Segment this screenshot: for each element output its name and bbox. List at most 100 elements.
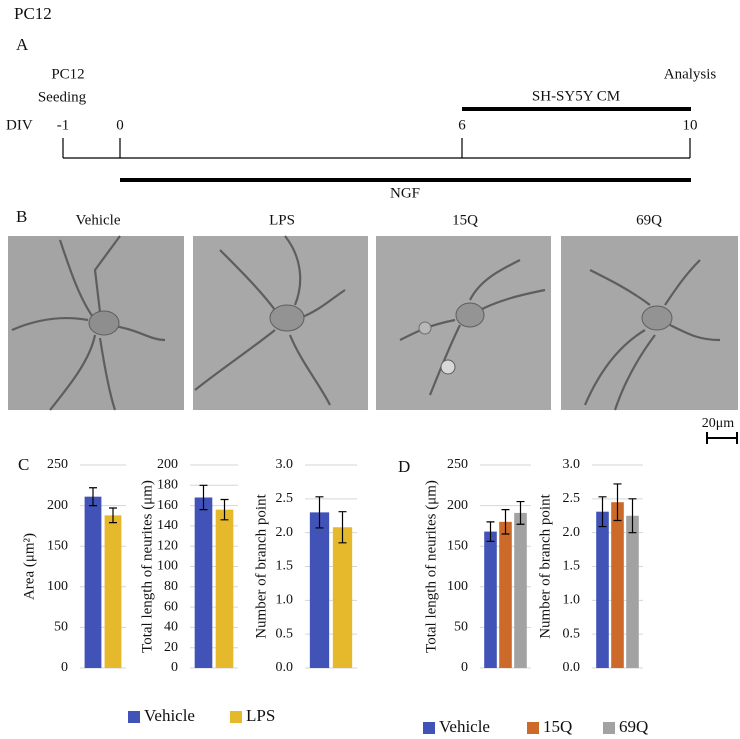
y-tick-label: 200 xyxy=(157,457,178,472)
condition-label: LPS xyxy=(269,212,295,228)
micrograph xyxy=(376,236,551,410)
y-axis-label: Total length of neurites (μm) xyxy=(139,480,155,653)
y-tick-label: 3.0 xyxy=(563,457,581,472)
y-tick-label: 50 xyxy=(54,620,68,635)
error-bar xyxy=(486,521,495,542)
condition-label: 15Q xyxy=(452,212,478,228)
error-bar xyxy=(501,509,510,535)
y-tick-label: 2.0 xyxy=(563,525,581,540)
legend-label: Vehicle xyxy=(144,706,195,725)
day-label: -1 xyxy=(57,117,70,133)
error-bar xyxy=(628,498,637,534)
legend-swatch xyxy=(128,711,140,723)
micrograph xyxy=(561,236,738,411)
y-tick-label: 40 xyxy=(164,620,178,635)
bar xyxy=(514,512,527,668)
y-tick-label: 1.0 xyxy=(276,593,294,608)
y-tick-label: 100 xyxy=(157,559,178,574)
y-tick-label: 250 xyxy=(47,457,68,472)
legend-swatch xyxy=(527,722,539,734)
y-tick-label: 0.5 xyxy=(276,626,294,641)
legend-swatch xyxy=(603,722,615,734)
legend-swatch xyxy=(230,711,242,723)
y-tick-label: 0.0 xyxy=(563,660,581,675)
bar xyxy=(332,527,353,668)
bar xyxy=(611,502,624,668)
y-tick-label: 2.0 xyxy=(276,525,294,540)
day-label: 10 xyxy=(683,117,698,133)
seeding-label: Seeding xyxy=(38,89,87,105)
bar xyxy=(596,511,609,668)
day-label: 0 xyxy=(116,117,124,133)
y-tick-label: 200 xyxy=(47,498,68,513)
y-tick-label: 3.0 xyxy=(276,457,294,472)
micrograph xyxy=(193,235,368,410)
panel-label: B xyxy=(16,207,27,226)
div-label: DIV xyxy=(6,117,33,133)
micrograph xyxy=(8,235,184,411)
y-tick-label: 0.5 xyxy=(563,626,581,641)
y-tick-label: 200 xyxy=(447,498,468,513)
y-tick-label: 2.5 xyxy=(276,491,294,506)
y-tick-label: 140 xyxy=(157,518,178,533)
timeline xyxy=(62,138,691,159)
y-tick-label: 50 xyxy=(454,620,468,635)
y-tick-label: 0 xyxy=(61,660,68,675)
bar xyxy=(84,496,102,668)
y-axis-label: Area (μm²) xyxy=(21,533,37,600)
y-tick-label: 150 xyxy=(47,538,68,553)
legend-label: LPS xyxy=(246,706,275,725)
error-bar xyxy=(315,496,324,529)
error-bar xyxy=(613,483,622,522)
panel-label: D xyxy=(398,457,410,476)
y-tick-label: 0.0 xyxy=(276,660,294,675)
legend-label: 15Q xyxy=(543,717,572,736)
bar xyxy=(194,497,213,668)
bar xyxy=(499,521,512,668)
bar xyxy=(215,509,234,668)
panel-label: A xyxy=(16,35,29,54)
figure-title: PC12 xyxy=(14,4,52,23)
y-tick-label: 60 xyxy=(164,599,178,614)
error-bar xyxy=(109,507,117,524)
error-bar xyxy=(516,500,525,525)
y-tick-label: 20 xyxy=(164,640,178,655)
y-tick-label: 120 xyxy=(157,538,178,553)
y-tick-label: 250 xyxy=(447,457,468,472)
analysis-label: Analysis xyxy=(664,66,717,82)
y-tick-label: 2.5 xyxy=(563,491,581,506)
condition-label: Vehicle xyxy=(76,212,121,228)
legend-label: Vehicle xyxy=(439,717,490,736)
y-axis-label: Number of branch point xyxy=(253,493,269,638)
y-tick-label: 100 xyxy=(447,579,468,594)
y-tick-label: 80 xyxy=(164,579,178,594)
y-tick-label: 0 xyxy=(171,660,178,675)
y-axis-label: Number of branch point xyxy=(537,493,553,638)
scale-bar xyxy=(706,432,738,444)
panel-label: C xyxy=(18,455,29,474)
error-bar xyxy=(338,511,347,544)
y-tick-label: 100 xyxy=(47,579,68,594)
ngf-label: NGF xyxy=(390,185,420,201)
y-tick-label: 150 xyxy=(447,538,468,553)
y-tick-label: 1.5 xyxy=(276,559,294,574)
y-axis-label: Total length of neurites (μm) xyxy=(423,480,439,653)
condition-label: 69Q xyxy=(636,212,662,228)
bar xyxy=(484,531,497,668)
error-bar xyxy=(598,496,607,528)
error-bar xyxy=(220,498,229,521)
y-tick-label: 1.0 xyxy=(563,593,581,608)
seeding-label: PC12 xyxy=(51,66,84,82)
y-tick-label: 1.5 xyxy=(563,559,581,574)
y-tick-label: 180 xyxy=(157,478,178,493)
day-label: 6 xyxy=(458,117,466,133)
error-bar xyxy=(89,487,97,507)
legend-label: 69Q xyxy=(619,717,648,736)
legend-swatch xyxy=(423,722,435,734)
error-bar xyxy=(199,484,208,511)
y-tick-label: 0 xyxy=(461,660,468,675)
bar xyxy=(626,515,639,668)
scale-bar-label: 20μm xyxy=(702,416,735,431)
bar xyxy=(104,515,122,668)
